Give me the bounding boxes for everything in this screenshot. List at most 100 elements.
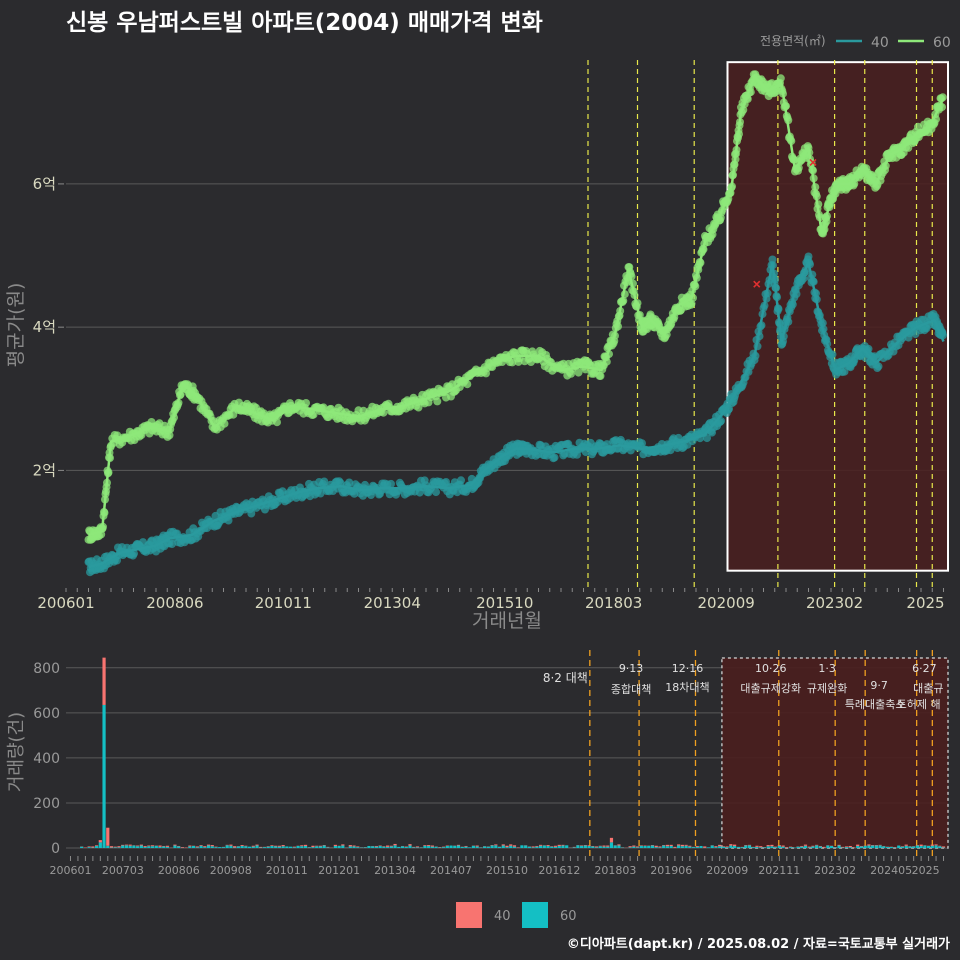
bar-60 <box>128 845 132 848</box>
bar-60 <box>427 845 431 848</box>
bar-60 <box>143 846 147 848</box>
top-x-tick-label: 201011 <box>255 594 312 612</box>
annotation-date: 1·3 <box>818 662 836 675</box>
bar-60 <box>206 845 211 848</box>
bar-40 <box>512 845 517 847</box>
bar-60 <box>173 845 177 848</box>
top-x-tick-label: 202009 <box>698 594 755 612</box>
bar-40 <box>430 845 434 847</box>
bar-60 <box>87 847 91 848</box>
bar-40 <box>113 846 117 848</box>
bar-60 <box>434 846 438 848</box>
bar-40 <box>352 845 356 847</box>
series-60-point <box>596 372 605 380</box>
bottom-x-tick-label: 200703 <box>102 864 144 877</box>
bar-60 <box>374 846 379 848</box>
bar-60 <box>781 846 785 848</box>
bar-40 <box>919 844 923 846</box>
bar-40 <box>147 845 151 847</box>
bar-40 <box>374 845 379 847</box>
bar-60 <box>453 845 457 848</box>
bar-40 <box>635 846 640 848</box>
bar-60 <box>848 847 852 848</box>
bar-40 <box>311 845 315 848</box>
top-legend-title: 전용면적(㎡) <box>760 34 826 48</box>
bar-40 <box>210 845 214 847</box>
bar-40 <box>632 845 636 847</box>
bar-60 <box>882 846 886 848</box>
series-60 <box>84 70 947 544</box>
bottom-x-tick-label: 201906 <box>650 864 692 877</box>
bar-60 <box>565 845 569 848</box>
bar-40 <box>124 844 129 846</box>
bar-60 <box>606 846 610 848</box>
bar-40 <box>150 845 155 847</box>
bottom-y-tick-label: 800 <box>33 661 60 677</box>
bar-40 <box>195 846 199 848</box>
series-60-point <box>379 408 388 417</box>
top-y-tick-label: 2억 <box>33 461 56 479</box>
bar-60 <box>165 846 170 848</box>
bar-40 <box>505 845 509 848</box>
bar-60 <box>483 846 487 848</box>
top-x-tick-label: 201304 <box>364 594 421 612</box>
bar-40 <box>128 844 132 846</box>
bar-60 <box>576 845 580 848</box>
bar-40 <box>300 845 304 847</box>
bar-60 <box>389 846 393 848</box>
bar-60 <box>154 845 158 848</box>
top-series <box>84 70 947 577</box>
bar-40 <box>87 846 91 848</box>
bar-40 <box>941 846 946 848</box>
bar-60 <box>251 846 255 848</box>
bar-60 <box>471 845 476 848</box>
bottom-x-axis: 200601 200703 200806 200908 201011 201201 2013… <box>49 856 945 877</box>
bottom-x-tick-label: 201803 <box>594 864 636 877</box>
bar-40 <box>143 845 147 847</box>
top-legend-label-60: 60 <box>933 35 951 51</box>
bar-40 <box>333 844 337 846</box>
bar-60 <box>121 845 125 848</box>
bar-60 <box>285 846 289 848</box>
annotation-label: 대출규 <box>913 682 943 695</box>
bar-60 <box>303 845 308 848</box>
bar-60 <box>468 847 472 848</box>
bar-40 <box>781 845 785 847</box>
bar-60 <box>744 845 748 848</box>
annotation-label: 대출규제강화 <box>740 682 801 695</box>
bar-60 <box>177 846 181 848</box>
bar-40 <box>98 840 102 843</box>
bar-60 <box>654 847 658 848</box>
annotation-date: 8·2 대책 <box>543 670 588 685</box>
bar-60 <box>423 845 427 848</box>
bar-40 <box>109 846 114 848</box>
bar-40 <box>553 845 558 847</box>
series-40-point <box>638 439 646 448</box>
bar-40 <box>844 846 849 848</box>
bar-40 <box>206 844 211 846</box>
series-40-point <box>316 489 325 498</box>
bar-60 <box>430 846 434 848</box>
bar-40 <box>117 846 121 848</box>
cancel-marker <box>809 158 817 166</box>
bar-40 <box>606 845 610 847</box>
bar-40 <box>423 845 427 846</box>
bar-40 <box>673 846 677 848</box>
bar-60 <box>897 845 901 848</box>
bar-40 <box>165 845 170 847</box>
series-40-point <box>168 540 176 549</box>
bar-60 <box>934 845 938 848</box>
bar-60 <box>863 845 867 848</box>
bar-40 <box>240 845 244 846</box>
bar-60 <box>497 846 502 848</box>
bar-40 <box>930 844 934 846</box>
bar-60 <box>613 845 617 848</box>
bar-60 <box>460 846 464 848</box>
bar-60 <box>774 847 778 848</box>
bar-40 <box>121 844 125 846</box>
bar-40 <box>386 845 390 847</box>
bar-60 <box>833 847 837 848</box>
bar-60 <box>221 847 226 848</box>
bar-60 <box>751 847 755 848</box>
bar-40 <box>94 845 99 846</box>
